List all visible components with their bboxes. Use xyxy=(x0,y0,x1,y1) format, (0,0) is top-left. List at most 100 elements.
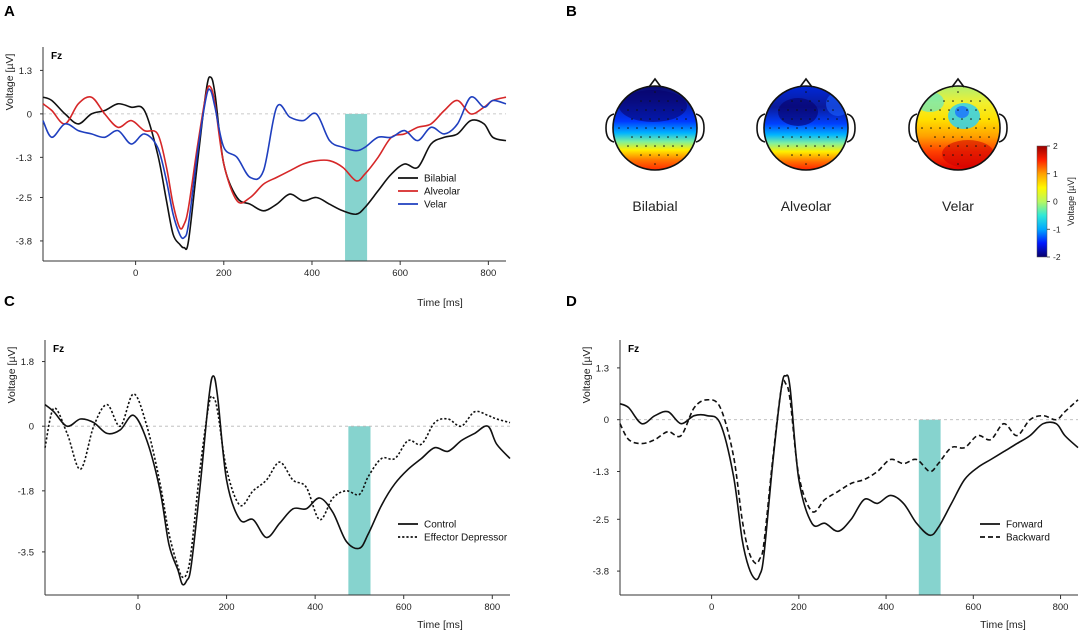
electrode xyxy=(636,109,638,111)
electrode xyxy=(827,118,829,120)
electrode xyxy=(805,109,807,111)
electrode xyxy=(966,109,968,111)
topomap-label: Bilabial xyxy=(632,198,677,214)
channel-label: Fz xyxy=(53,344,64,355)
topomap-label: Alveolar xyxy=(781,198,832,214)
electrode xyxy=(948,127,950,129)
electrode xyxy=(939,145,941,147)
electrode xyxy=(658,154,660,156)
x-tick-label: 0 xyxy=(709,602,714,613)
colorbar-gradient xyxy=(1036,145,1048,258)
electrode xyxy=(827,136,829,138)
panel-letter-a: A xyxy=(4,3,15,20)
electrode xyxy=(654,127,656,129)
panel-letter-c: C xyxy=(4,293,15,310)
colorbar-tick-label: -2 xyxy=(1053,252,1061,262)
channel-label: Fz xyxy=(628,344,639,355)
electrode xyxy=(952,118,954,120)
electrode xyxy=(654,145,656,147)
electrode xyxy=(809,118,811,120)
electrode xyxy=(948,109,950,111)
legend: Forward Backward xyxy=(980,520,1050,544)
electrode xyxy=(836,136,838,138)
electrode xyxy=(809,136,811,138)
topomap-bilabial: Bilabial xyxy=(605,77,705,214)
electrode xyxy=(663,109,665,111)
nose-outline xyxy=(799,77,813,88)
topo-blob xyxy=(826,92,848,116)
x-tick-label: 400 xyxy=(878,602,894,613)
legend-label: Effector Depressor xyxy=(424,533,508,544)
topomap-alveolar: Alveolar xyxy=(756,77,856,214)
electrode xyxy=(791,154,793,156)
electrode xyxy=(636,127,638,129)
electrode xyxy=(818,100,820,102)
electrode xyxy=(654,163,656,165)
x-tick-label: 200 xyxy=(219,602,235,613)
electrode xyxy=(957,127,959,129)
electrode xyxy=(667,136,669,138)
electrode xyxy=(663,145,665,147)
electrode xyxy=(640,100,642,102)
electrode xyxy=(979,136,981,138)
electrode xyxy=(654,91,656,93)
colorbar-tick-label: 2 xyxy=(1053,141,1058,151)
series-line-bilabial xyxy=(42,76,507,251)
electrode xyxy=(672,127,674,129)
electrode xyxy=(979,118,981,120)
colorbar-label: Voltage [µV] xyxy=(1066,177,1076,226)
electrode xyxy=(685,136,687,138)
electrode xyxy=(672,145,674,147)
electrode xyxy=(984,127,986,129)
electrode xyxy=(934,136,936,138)
electrode xyxy=(645,145,647,147)
y-axis-label: Voltage [µV] xyxy=(581,347,593,404)
legend-label: Forward xyxy=(1006,520,1043,531)
electrode xyxy=(957,145,959,147)
electrode xyxy=(645,127,647,129)
y-tick-label: 1.3 xyxy=(19,66,32,77)
electrode xyxy=(800,136,802,138)
electrode xyxy=(827,100,829,102)
electrode xyxy=(787,145,789,147)
x-tick-label: 600 xyxy=(392,268,408,279)
highlight-window xyxy=(348,426,371,595)
series-line-control xyxy=(44,375,511,586)
electrode xyxy=(631,136,633,138)
legend-label: Bilabial xyxy=(424,174,456,185)
electrode xyxy=(782,118,784,120)
electrode xyxy=(796,145,798,147)
electrode xyxy=(836,118,838,120)
electrode xyxy=(791,118,793,120)
panel-d: 0 200 400 600 800 1.3 0 -1.3 -2.5 -3.8 Voltage [µV… xyxy=(581,340,1079,631)
x-tick-label: 800 xyxy=(1053,602,1069,613)
electrode xyxy=(676,100,678,102)
panel-letter-b: B xyxy=(566,3,577,20)
topomap-velar: Velar xyxy=(908,77,1008,214)
x-tick-label: 400 xyxy=(304,268,320,279)
electrode xyxy=(805,145,807,147)
colorbar-tick-label: 0 xyxy=(1053,197,1058,207)
x-tick-label: 800 xyxy=(480,268,496,279)
electrode xyxy=(685,118,687,120)
electrode xyxy=(667,154,669,156)
right-ear-outline xyxy=(695,113,705,143)
electrode xyxy=(663,127,665,129)
electrode xyxy=(948,145,950,147)
topo-blob xyxy=(942,140,994,168)
panel-a: 0 200 400 600 800 1.3 0 -1.3 -2.5 -3.8 Voltage [µV… xyxy=(4,47,507,309)
electrode xyxy=(800,154,802,156)
channel-label: Fz xyxy=(51,51,62,62)
electrode xyxy=(649,136,651,138)
panel-letter-d: D xyxy=(566,293,577,310)
electrode xyxy=(676,154,678,156)
electrode xyxy=(818,154,820,156)
electrode xyxy=(832,145,834,147)
electrode xyxy=(818,118,820,120)
electrode xyxy=(640,118,642,120)
series-line-backward xyxy=(619,379,1079,565)
electrode xyxy=(658,118,660,120)
electrode xyxy=(961,154,963,156)
electrode xyxy=(640,154,642,156)
